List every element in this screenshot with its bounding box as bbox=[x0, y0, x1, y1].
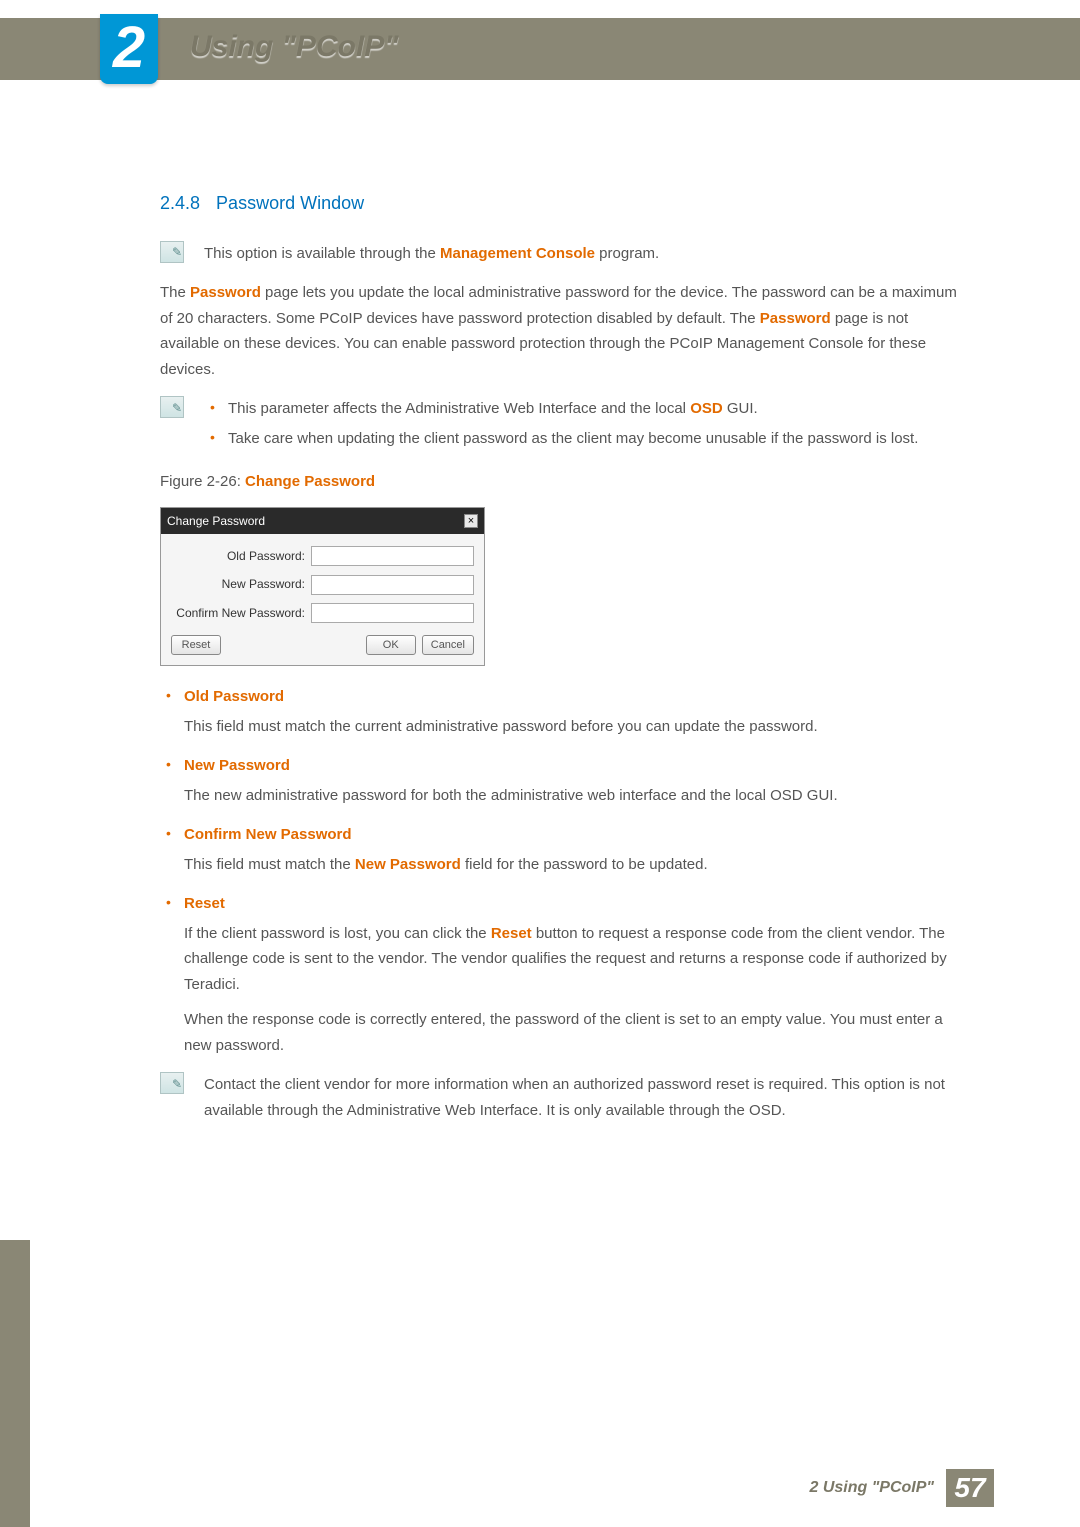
note-contact-vendor: Contact the client vendor for more infor… bbox=[160, 1072, 970, 1123]
note-text: Contact the client vendor for more infor… bbox=[204, 1072, 970, 1123]
note-warnings: This parameter affects the Administrativ… bbox=[160, 396, 970, 455]
new-password-label: New Password: bbox=[171, 574, 311, 594]
warning-list: This parameter affects the Administrativ… bbox=[204, 396, 970, 455]
list-item: Confirm New Password This field must mat… bbox=[160, 822, 970, 877]
cancel-button[interactable]: Cancel bbox=[422, 635, 474, 655]
confirm-password-label: Confirm New Password: bbox=[171, 603, 311, 623]
close-icon[interactable]: × bbox=[464, 514, 478, 528]
definition-body: If the client password is lost, you can … bbox=[184, 921, 970, 998]
list-item: Take care when updating the client passw… bbox=[204, 426, 970, 452]
change-password-dialog: Change Password × Old Password: New Pass… bbox=[160, 507, 485, 667]
old-password-label: Old Password: bbox=[171, 546, 311, 566]
list-item: New Password The new administrative pass… bbox=[160, 753, 970, 808]
dialog-title-text: Change Password bbox=[167, 511, 265, 531]
form-row-confirm: Confirm New Password: bbox=[171, 603, 474, 623]
form-row-new: New Password: bbox=[171, 574, 474, 594]
definition-body: This field must match the New Password f… bbox=[184, 856, 708, 873]
ok-button[interactable]: OK bbox=[366, 635, 416, 655]
section-heading: 2.4.8 Password Window bbox=[160, 188, 970, 219]
header-bar bbox=[0, 18, 1080, 80]
note-icon bbox=[160, 396, 184, 418]
note-icon bbox=[160, 1072, 184, 1094]
term-new-password: New Password bbox=[184, 753, 970, 779]
term-old-password: Old Password bbox=[184, 684, 970, 710]
chapter-title: Using "PCoIP" bbox=[190, 30, 398, 64]
list-item: Reset If the client password is lost, yo… bbox=[160, 891, 970, 1058]
term-reset: Reset bbox=[184, 891, 970, 917]
footer-stripe bbox=[0, 1240, 30, 1527]
dialog-buttons: Reset OK Cancel bbox=[171, 635, 474, 655]
password-description: The Password page lets you update the lo… bbox=[160, 280, 970, 382]
new-password-input[interactable] bbox=[311, 575, 474, 595]
section-number: 2.4.8 bbox=[160, 193, 200, 213]
definition-body: This field must match the current admini… bbox=[184, 718, 818, 735]
footer-chapter: 2 Using "PCoIP" bbox=[809, 1479, 934, 1497]
term-confirm-password: Confirm New Password bbox=[184, 822, 970, 848]
form-row-old: Old Password: bbox=[171, 546, 474, 566]
list-item: Old Password This field must match the c… bbox=[160, 684, 970, 739]
figure-label: Figure 2-26: Change Password bbox=[160, 469, 970, 495]
dialog-body: Old Password: New Password: Confirm New … bbox=[161, 534, 484, 665]
dialog-titlebar: Change Password × bbox=[161, 508, 484, 534]
section-title: Password Window bbox=[216, 193, 364, 213]
note-text: This option is available through the Man… bbox=[204, 241, 970, 267]
page-footer: 2 Using "PCoIP" 57 bbox=[809, 1469, 994, 1507]
definition-body-2: When the response code is correctly ente… bbox=[184, 1007, 970, 1058]
definition-body: The new administrative password for both… bbox=[184, 787, 838, 804]
reset-button[interactable]: Reset bbox=[171, 635, 221, 655]
page-number: 57 bbox=[946, 1469, 994, 1507]
note-availability: This option is available through the Man… bbox=[160, 241, 970, 267]
field-definitions: Old Password This field must match the c… bbox=[160, 684, 970, 1058]
chapter-badge: 2 bbox=[100, 14, 158, 84]
confirm-password-input[interactable] bbox=[311, 603, 474, 623]
list-item: This parameter affects the Administrativ… bbox=[204, 396, 970, 422]
note-icon bbox=[160, 241, 184, 263]
old-password-input[interactable] bbox=[311, 546, 474, 566]
emph-management-console: Management Console bbox=[440, 245, 595, 262]
page-content: 2.4.8 Password Window This option is avai… bbox=[160, 188, 970, 1137]
